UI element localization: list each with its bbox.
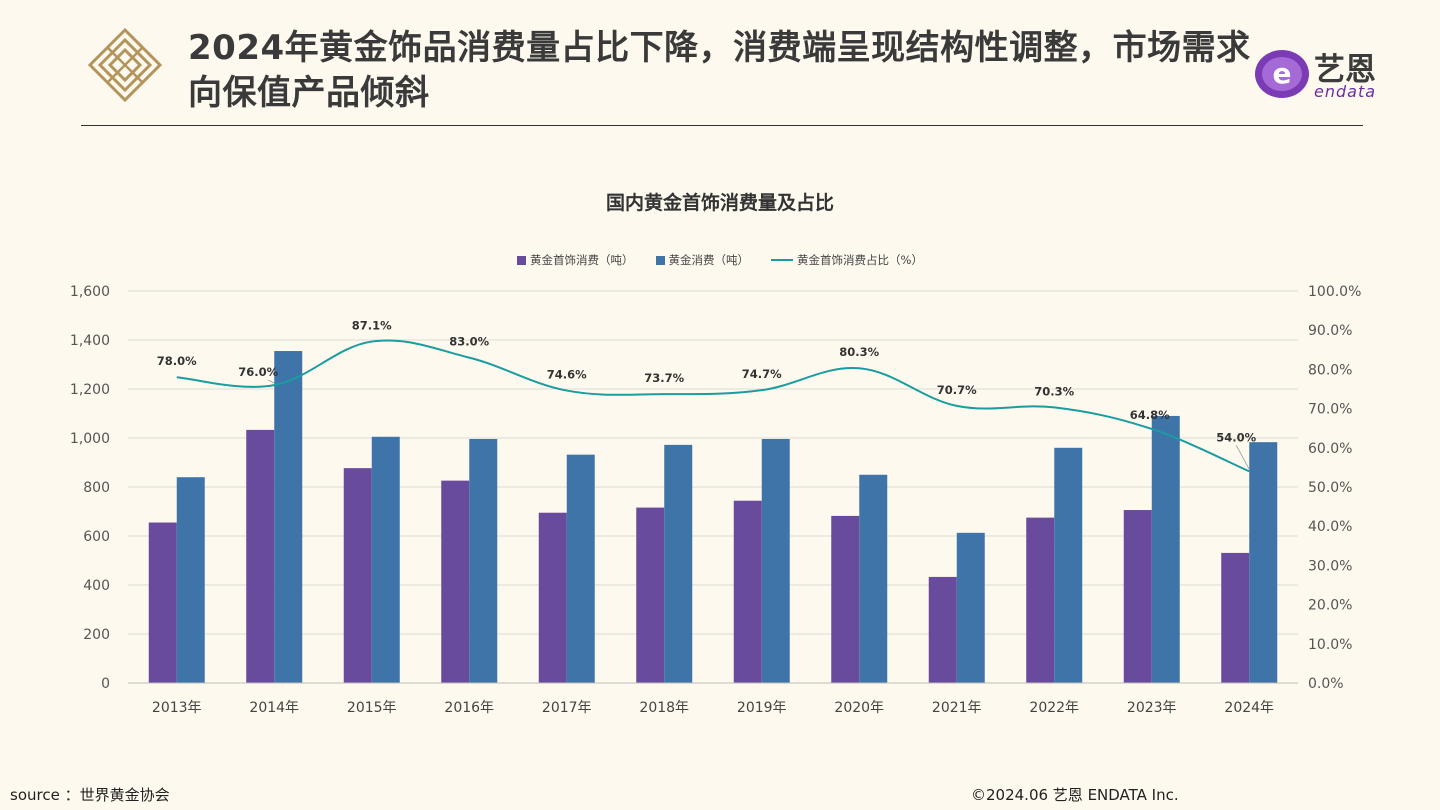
- bar-jewelry: [246, 429, 275, 683]
- ratio-data-label: 78.0%: [157, 354, 197, 368]
- bar-total: [176, 477, 205, 683]
- ratio-data-label: 70.3%: [1034, 384, 1074, 398]
- y-tick-label: 0: [101, 676, 110, 692]
- bar-jewelry: [636, 507, 665, 683]
- x-tick-label: 2018年: [639, 700, 689, 716]
- ratio-data-label: 80.3%: [839, 345, 879, 359]
- y2-tick-label: 40.0%: [1308, 519, 1352, 535]
- ratio-data-label: 76.0%: [238, 365, 278, 379]
- bar-total: [1054, 447, 1083, 683]
- bar-total: [1151, 415, 1180, 683]
- legend-swatch-jewelry: [517, 255, 527, 265]
- bar-jewelry: [1123, 510, 1152, 683]
- y2-tick-label: 70.0%: [1308, 402, 1352, 418]
- x-tick-label: 2023年: [1127, 700, 1177, 716]
- bar-jewelry: [928, 576, 957, 683]
- svg-text:e: e: [1273, 57, 1292, 90]
- bar-total: [274, 351, 303, 683]
- bar-jewelry: [1221, 552, 1250, 683]
- y2-tick-label: 60.0%: [1308, 441, 1352, 457]
- y-tick-label: 600: [83, 529, 110, 545]
- bar-total: [956, 532, 985, 683]
- y2-tick-label: 100.0%: [1308, 284, 1361, 300]
- y-tick-label: 1,600: [70, 284, 110, 300]
- brand-name-en: endata: [1314, 82, 1377, 101]
- x-tick-label: 2020年: [834, 700, 884, 716]
- x-tick-label: 2016年: [444, 700, 494, 716]
- bar-jewelry: [538, 512, 567, 683]
- y-tick-label: 200: [83, 627, 110, 643]
- bar-total: [1249, 442, 1278, 683]
- bar-total: [371, 436, 400, 683]
- bar-jewelry: [441, 480, 470, 683]
- chart-legend: 黄金首饰消费（吨） 黄金消费（吨） 黄金首饰消费占比（%）: [0, 252, 1440, 268]
- y2-tick-label: 30.0%: [1308, 558, 1352, 574]
- legend-label-jewelry: 黄金首饰消费（吨）: [530, 253, 634, 267]
- legend-item-jewelry: 黄金首饰消费（吨）: [517, 252, 634, 268]
- chart-title: 国内黄金首饰消费量及占比: [605, 192, 834, 214]
- bar-jewelry: [1026, 517, 1055, 683]
- brand-name-cn: 艺恩: [1314, 52, 1376, 88]
- legend-swatch-ratio: [771, 259, 794, 261]
- source-note: source ：世界黄金协会: [10, 786, 170, 804]
- ratio-data-label: 74.7%: [742, 367, 782, 381]
- x-tick-label: 2013年: [152, 700, 202, 716]
- bar-total: [469, 438, 498, 683]
- bar-total: [566, 454, 595, 683]
- x-tick-label: 2021年: [932, 700, 982, 716]
- legend-item-total: 黄金消费（吨）: [655, 252, 750, 268]
- y2-tick-label: 50.0%: [1308, 480, 1352, 496]
- y2-tick-label: 20.0%: [1308, 598, 1352, 614]
- brand-logo: e 艺恩 endata: [1252, 44, 1402, 104]
- title-divider: [81, 125, 1363, 126]
- bar-jewelry: [733, 500, 762, 683]
- ratio-line: [176, 339, 1250, 473]
- y-tick-label: 1,400: [70, 333, 110, 349]
- endata-logo-icon: e: [1255, 50, 1309, 98]
- legend-swatch-total: [655, 255, 665, 265]
- x-tick-label: 2014年: [249, 700, 299, 716]
- ratio-label-leader: [268, 379, 275, 384]
- ratio-data-label: 64.8%: [1130, 408, 1170, 422]
- ratio-data-label: 87.1%: [352, 319, 392, 333]
- bar-jewelry: [343, 468, 372, 683]
- bar-jewelry: [148, 522, 177, 683]
- bar-total: [761, 438, 790, 683]
- bar-total: [859, 474, 888, 683]
- copyright-note: ©2024.06 艺恩 ENDATA Inc.: [971, 786, 1179, 804]
- bar-total: [664, 444, 693, 683]
- bar-jewelry: [831, 515, 860, 683]
- gold-diamond-logo-icon: [88, 28, 162, 102]
- x-tick-label: 2022年: [1029, 700, 1079, 716]
- x-tick-label: 2017年: [542, 700, 592, 716]
- y2-tick-label: 10.0%: [1308, 637, 1352, 653]
- x-tick-label: 2024年: [1224, 700, 1274, 716]
- y-tick-label: 1,000: [70, 431, 110, 447]
- legend-label-total: 黄金消费（吨）: [668, 253, 750, 267]
- ratio-label-leader: [1235, 445, 1250, 470]
- x-tick-label: 2019年: [737, 700, 787, 716]
- ratio-data-label: 74.6%: [547, 368, 587, 382]
- y2-tick-label: 0.0%: [1308, 676, 1344, 692]
- y2-tick-label: 80.0%: [1308, 362, 1352, 378]
- y-tick-label: 800: [83, 480, 110, 496]
- ratio-data-label: 54.0%: [1216, 430, 1256, 444]
- ratio-data-label: 83.0%: [449, 335, 489, 349]
- legend-label-ratio: 黄金首饰消费占比（%）: [797, 253, 923, 267]
- y-tick-label: 400: [83, 578, 110, 594]
- ratio-data-label: 70.7%: [937, 383, 977, 397]
- ratio-data-label: 73.7%: [644, 371, 684, 385]
- legend-item-ratio: 黄金首饰消费占比（%）: [771, 252, 923, 268]
- y-tick-label: 1,200: [70, 382, 110, 398]
- chart-plot: 78.0% 76.0% 87.1% 83.0% 74.6% 73.7% 74.7% 80.3%…: [70, 284, 1361, 716]
- page-title: 2024年黄金饰品消费量占比下降，消费端呈现结构性调整，市场需求向保值产品倾斜: [188, 28, 1251, 113]
- x-tick-label: 2015年: [347, 700, 397, 716]
- y2-tick-label: 90.0%: [1308, 323, 1352, 339]
